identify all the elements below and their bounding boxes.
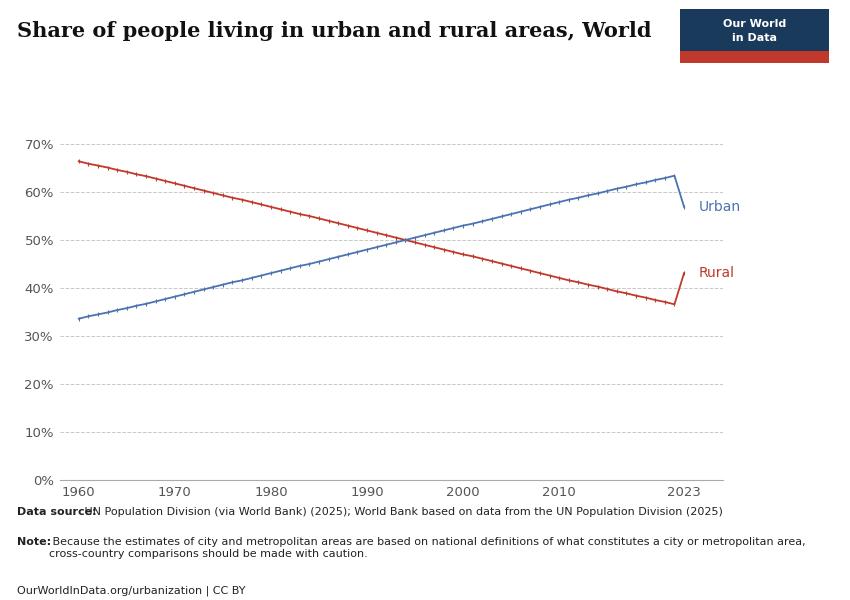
Text: Rural: Rural: [699, 266, 734, 280]
FancyBboxPatch shape: [680, 51, 829, 63]
Text: Note:: Note:: [17, 537, 51, 547]
Text: Share of people living in urban and rural areas, World: Share of people living in urban and rura…: [17, 21, 651, 41]
Text: Our World: Our World: [722, 19, 786, 29]
Text: Urban: Urban: [699, 200, 740, 214]
Text: Data source:: Data source:: [17, 507, 97, 517]
Text: in Data: in Data: [732, 32, 777, 43]
FancyBboxPatch shape: [680, 9, 829, 51]
Text: OurWorldInData.org/urbanization | CC BY: OurWorldInData.org/urbanization | CC BY: [17, 585, 246, 595]
Text: UN Population Division (via World Bank) (2025); World Bank based on data from th: UN Population Division (via World Bank) …: [81, 507, 722, 517]
Text: Because the estimates of city and metropolitan areas are based on national defin: Because the estimates of city and metrop…: [49, 537, 806, 559]
